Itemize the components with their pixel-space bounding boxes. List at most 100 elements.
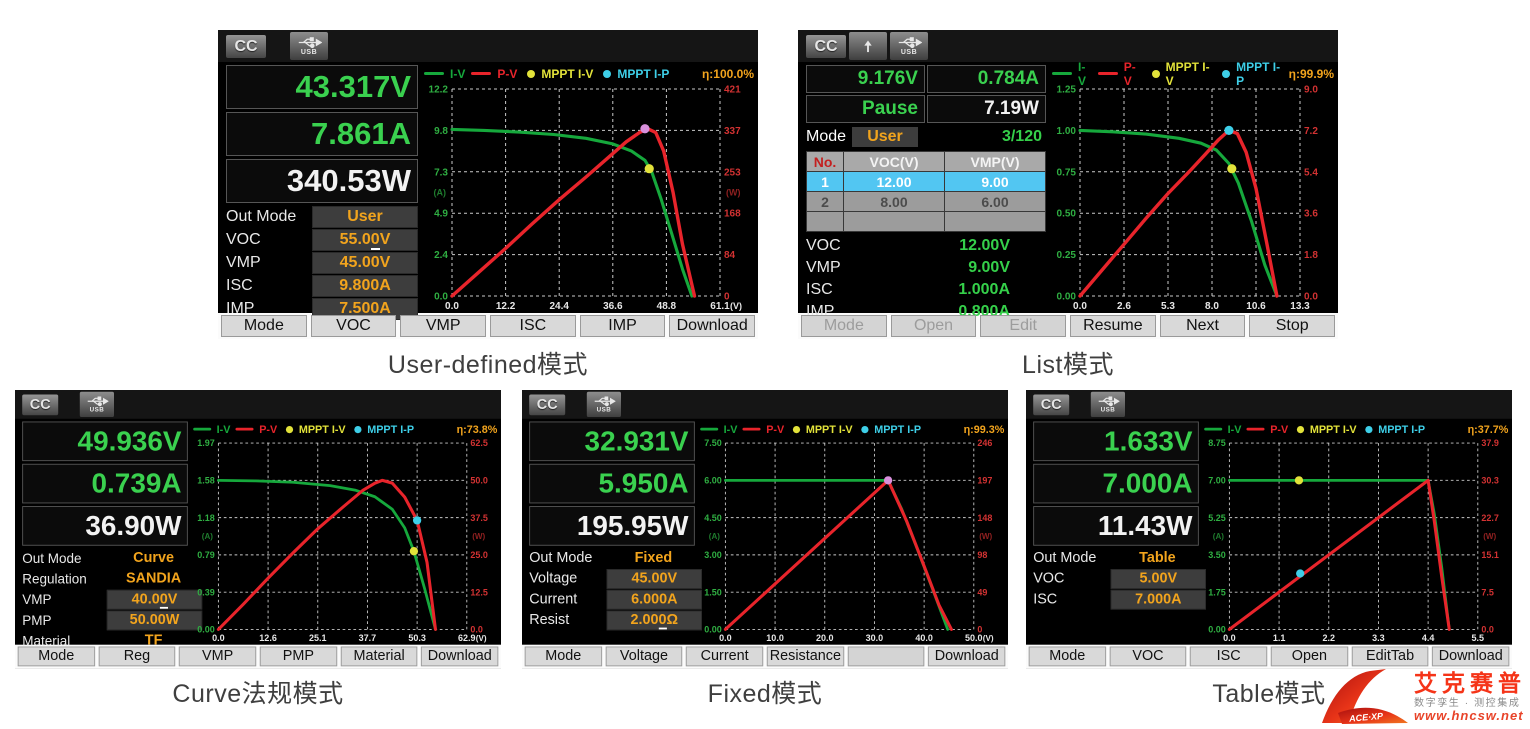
softkey-vmp[interactable]: VMP (400, 315, 487, 337)
svg-text:13.3: 13.3 (1290, 301, 1310, 312)
softkey-pmp[interactable]: PMP (259, 646, 337, 667)
power-readout: 11.43W (1033, 506, 1199, 546)
param-value-voltage[interactable]: 45.00V (606, 569, 702, 589)
softkey-voc[interactable]: VOC (310, 315, 397, 337)
usb-icon: USB (890, 32, 928, 60)
softkey-mode[interactable]: Mode (221, 315, 307, 337)
usb-icon: USB (1090, 391, 1125, 417)
table-row[interactable]: 2 8.00 6.00 (806, 191, 1046, 212)
softkey-mode[interactable]: Mode (1028, 646, 1106, 667)
current-readout: 5.950A (529, 463, 695, 504)
param-label: Resist (529, 612, 570, 628)
softkey-vmp[interactable]: VMP (179, 646, 257, 667)
param-row-out-mode: Out Mode User (226, 206, 418, 228)
param-value-vmp[interactable]: 40.00V (106, 589, 203, 610)
svg-text:5.3: 5.3 (1161, 301, 1175, 312)
param-label: VMP (226, 254, 261, 271)
softkey-voc[interactable]: VOC (1109, 646, 1187, 667)
cc-status-badge: CC (806, 34, 846, 58)
screen-list: CC USB 9.176V 0.784A Pause 7.19W Mode User 3/120… (798, 30, 1338, 339)
svg-text:2.6: 2.6 (1117, 301, 1131, 312)
param-row-resist: Resist 2.000Ω (529, 610, 702, 631)
legend-iv-label: I-V (723, 422, 738, 436)
mode-value[interactable]: User (852, 127, 918, 147)
softkey-imp[interactable]: IMP (579, 315, 666, 337)
screen-header: CC USB (798, 30, 1338, 62)
screen-fixed: CC USB 32.931V 5.950A 195.95W Out Mode Fixed Vo… (522, 390, 1008, 669)
softkey-mode[interactable]: Mode (524, 646, 602, 667)
chart-panel: I-V P-V MPPT I-V MPPT I-P η:37.7% 8.75 7.00 5.2… (1202, 419, 1512, 645)
softkey-download[interactable]: Download (1432, 646, 1510, 667)
run-state-readout: Pause (806, 95, 925, 123)
svg-text:9.0: 9.0 (1304, 85, 1318, 96)
table-cell (843, 211, 945, 232)
param-value-out-mode[interactable]: User (312, 206, 418, 228)
softkey-download[interactable]: Download (928, 646, 1006, 667)
power-readout: 36.90W (22, 506, 188, 546)
softkey-next[interactable]: Next (1159, 315, 1246, 337)
svg-text:1.58: 1.58 (197, 476, 215, 486)
voltage-readout: 9.176V (806, 65, 925, 93)
svg-text:0.0: 0.0 (212, 633, 225, 643)
softkey-stop[interactable]: Stop (1249, 315, 1336, 337)
edit-cursor: 0 (370, 231, 380, 250)
softkey-edittab[interactable]: EditTab (1351, 646, 1429, 667)
softkey-isc[interactable]: ISC (1190, 646, 1268, 667)
softkey-voltage[interactable]: Voltage (605, 646, 683, 667)
svg-text:5.5: 5.5 (1472, 633, 1485, 643)
svg-text:2.2: 2.2 (1323, 633, 1336, 643)
svg-text:4.4: 4.4 (1422, 633, 1435, 643)
voltage-readout: 1.633V (1033, 421, 1199, 462)
param-value-isc: 1.000A (958, 280, 1010, 298)
param-value-voc[interactable]: 55.00V (312, 229, 418, 251)
svg-text:421: 421 (724, 85, 741, 96)
softkey-material[interactable]: Material (340, 646, 418, 667)
svg-text:10.0: 10.0 (766, 633, 784, 643)
svg-text:(V): (V) (983, 634, 994, 643)
table-cell (806, 211, 844, 232)
param-value-resist[interactable]: 2.000Ω (606, 610, 702, 631)
param-value-current[interactable]: 6.000A (606, 589, 702, 610)
brand-url: www.hncsw.net (1414, 708, 1524, 723)
param-value-isc[interactable]: 7.000A (1110, 589, 1206, 610)
svg-text:84: 84 (724, 250, 736, 261)
param-row-vmp: VMP 9.00V (806, 257, 1046, 278)
svg-text:12.2: 12.2 (496, 301, 516, 312)
param-label: Out Mode (22, 550, 82, 566)
param-row-pmp: PMP 50.00W (22, 610, 203, 631)
softkey-current[interactable]: Current (686, 646, 764, 667)
svg-text:0.0: 0.0 (445, 301, 459, 312)
svg-text:8.75: 8.75 (1208, 438, 1226, 448)
param-value-vmp[interactable]: 45.00V (312, 252, 418, 274)
param-row-out-mode: Out Mode Table (1033, 548, 1199, 568)
brand-badge-text: ACE·XP (1348, 711, 1385, 724)
softkey-resistance[interactable]: Resistance (766, 646, 844, 667)
usb-trident-glyph (594, 396, 616, 406)
svg-text:0.0: 0.0 (434, 292, 448, 303)
softkey-isc[interactable]: ISC (490, 315, 576, 337)
param-value-voc[interactable]: 5.00V (1110, 569, 1206, 589)
softkey-reg[interactable]: Reg (98, 646, 176, 667)
param-row-regulation: Regulation SANDIA (22, 569, 188, 589)
softkey-mode[interactable]: Mode (17, 646, 95, 667)
softkey-blank (847, 646, 925, 667)
softkey-download[interactable]: Download (669, 315, 756, 337)
svg-text:168: 168 (724, 209, 741, 220)
svg-text:50.0: 50.0 (965, 633, 983, 643)
mppt-ip-marker (1224, 125, 1234, 135)
legend-mppt-iv-swatch (1297, 425, 1305, 433)
softkey-download[interactable]: Download (421, 646, 499, 667)
svg-text:7.2: 7.2 (1304, 126, 1318, 137)
column-header: VMP(V) (944, 151, 1046, 172)
svg-text:0.25: 0.25 (1057, 250, 1077, 261)
table-row[interactable]: 1 12.00 9.00 (806, 171, 1046, 192)
efficiency-value: η:99.9% (1288, 66, 1334, 81)
svg-text:197: 197 (977, 476, 992, 486)
table-cell (944, 211, 1046, 232)
softkey-resume[interactable]: Resume (1070, 315, 1156, 337)
table-row[interactable] (806, 211, 1046, 232)
softkey-open[interactable]: Open (1270, 646, 1348, 667)
param-value-pmp[interactable]: 50.00W (106, 610, 203, 631)
svg-text:1.8: 1.8 (1304, 250, 1318, 261)
param-value-isc[interactable]: 9.800A (312, 275, 418, 297)
